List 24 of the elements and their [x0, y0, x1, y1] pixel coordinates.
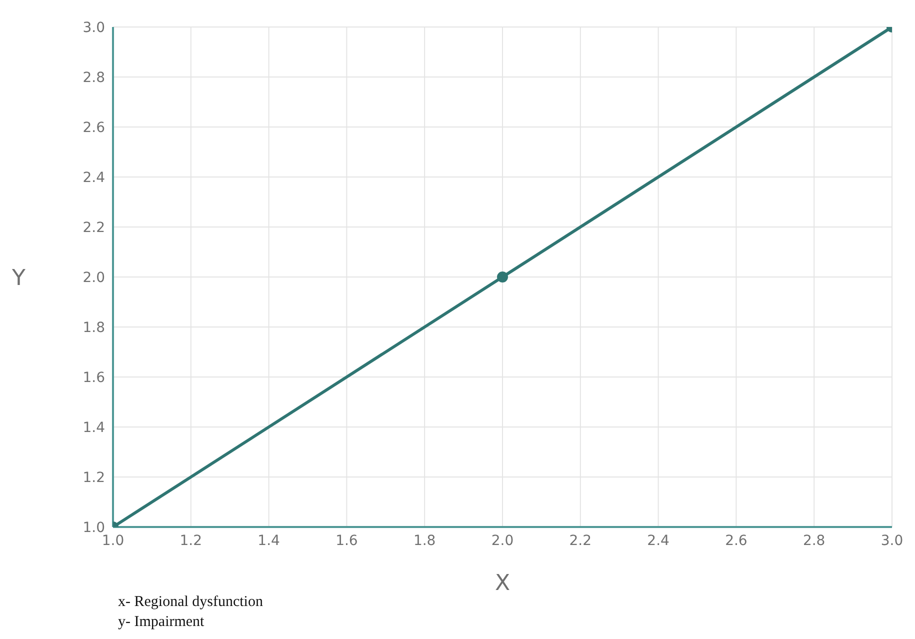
x-axis-title: X	[494, 571, 510, 596]
y-tick-label: 1.4	[82, 420, 106, 436]
text: y- Impairment	[118, 613, 206, 632]
x-tick-label: 2.8	[802, 532, 826, 549]
y-tick-label: 2.8	[82, 70, 105, 86]
x-tick-label: 1.4	[258, 532, 280, 549]
text: x- Regional dysfunction	[118, 593, 263, 612]
y-tick-label: 1.8	[82, 320, 105, 336]
y-tick-label: 2.6	[82, 120, 106, 136]
x-tick-label: 1.8	[413, 532, 436, 549]
y-tick-label: 1.2	[82, 470, 105, 486]
y-axis-title: Y	[11, 266, 26, 291]
x-tick-label: 1.2	[180, 532, 202, 549]
y-tick-label: 2.2	[82, 220, 105, 236]
y-tick-label: 1.6	[82, 370, 106, 386]
x-tick-label: 2.0	[491, 532, 514, 549]
x-tick-label: 2.4	[647, 532, 670, 549]
x-tick-label: 2.6	[725, 532, 748, 549]
x-tick-label: 3.0	[880, 532, 904, 549]
x-tick-label: 2.2	[569, 532, 592, 549]
x-tick-label: 1.6	[336, 532, 358, 549]
y-tick-label: 3.0	[82, 20, 105, 36]
y-tick-label: 2.0	[82, 270, 105, 286]
y-tick-label: 2.4	[82, 170, 106, 186]
